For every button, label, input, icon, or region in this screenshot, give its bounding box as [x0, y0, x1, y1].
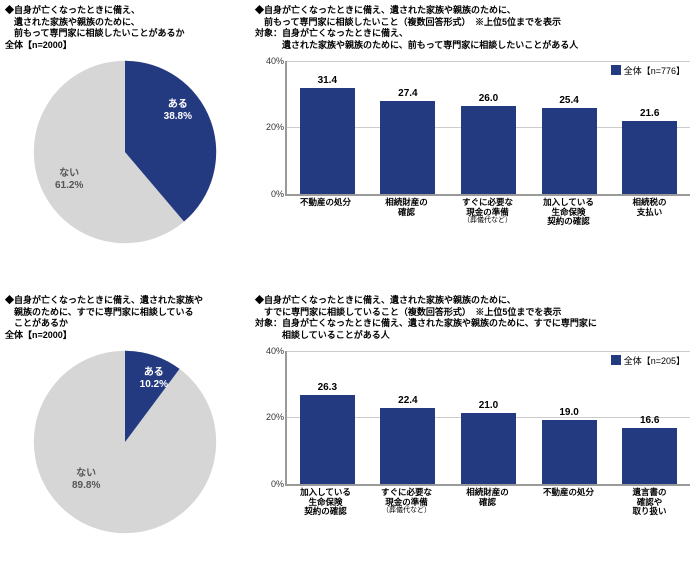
pie2-no-label: ない [76, 468, 96, 479]
bar-rect [461, 413, 516, 484]
bar-value: 25.4 [559, 95, 578, 106]
bar-category: 相続財産の 確認 [451, 488, 524, 526]
bar-category: 加入している 生命保険 契約の確認 [532, 198, 605, 236]
bar-category: すぐに必要な 現金の準備（葬儀代など） [370, 488, 443, 526]
bar1-legend: 全体【n=776】 [611, 64, 685, 77]
bar2-title: ◆自身が亡くなったときに備え、遺された家族や親族のために、 すでに専門家に相談し… [255, 295, 700, 342]
dashboard: ◆自身が亡くなったときに備え、 遺された家族や親族のために、 前もって専門家に相… [0, 0, 700, 580]
pie2-panel: ◆自身が亡くなったときに備え、遺された家族や 親族のために、すでに専門家に相談し… [5, 295, 245, 575]
bar-item: 21.6 [613, 108, 686, 194]
bar-item: 21.0 [452, 400, 525, 484]
bar-rect [380, 408, 435, 484]
bar-category: 不動産の処分 [289, 198, 362, 236]
pie2-yes-value: 10.2% [140, 379, 168, 390]
bar1-legend-text: 全体【n=776】 [624, 64, 685, 77]
bar2-legend-text: 全体【n=205】 [624, 354, 685, 367]
bar-value: 27.4 [398, 88, 417, 99]
bar-rect [622, 428, 677, 484]
bar-category: 加入している 生命保険 契約の確認 [289, 488, 362, 526]
pie2-chart: ある 10.2% ない 89.8% [30, 347, 220, 537]
bar-value: 26.3 [318, 382, 337, 393]
bar2-chart: 全体【n=205】 0%20%40%26.322.421.019.016.6 加… [255, 346, 695, 526]
bar-rect [542, 108, 597, 194]
bar-item: 26.0 [452, 93, 525, 194]
bar-category: 遺言書の 確認や 取り扱い [613, 488, 686, 526]
bar-item: 19.0 [533, 407, 606, 484]
bar-rect [300, 88, 355, 194]
pie2-title: ◆自身が亡くなったときに備え、遺された家族や 親族のために、すでに専門家に相談し… [5, 295, 245, 342]
bar-item: 25.4 [533, 95, 606, 194]
bar-category: 相続財産の 確認 [370, 198, 443, 236]
bar-rect [380, 101, 435, 193]
bar-rect [461, 106, 516, 194]
pie1-yes-value: 38.8% [164, 111, 192, 122]
bar1-chart: 全体【n=776】 0%20%40%31.427.426.025.421.6 不… [255, 56, 695, 236]
bar-item: 26.3 [291, 382, 364, 484]
bar1-panel: ◆自身が亡くなったときに備え、遺された家族や親族のために、 前もって専門家に相談… [255, 5, 700, 285]
bar-value: 21.0 [479, 400, 498, 411]
pie1-no-value: 61.2% [55, 180, 83, 191]
pie1-no-label: ない [59, 168, 79, 179]
bar-item: 22.4 [372, 395, 445, 484]
pie2-no-value: 89.8% [72, 480, 100, 491]
pie1-yes-label: ある [168, 99, 188, 110]
bar-value: 21.6 [640, 108, 659, 119]
bar-rect [542, 420, 597, 484]
bar-category: 不動産の処分 [532, 488, 605, 526]
bar1-title: ◆自身が亡くなったときに備え、遺された家族や親族のために、 前もって専門家に相談… [255, 5, 700, 52]
pie1-title: ◆自身が亡くなったときに備え、 遺された家族や親族のために、 前もって専門家に相… [5, 5, 245, 52]
bar-value: 22.4 [398, 395, 417, 406]
pie2-yes-label: ある [144, 367, 164, 378]
bar-category: 相続税の 支払い [613, 198, 686, 236]
bar-category: すぐに必要な 現金の準備（葬儀代など） [451, 198, 524, 236]
pie1-panel: ◆自身が亡くなったときに備え、 遺された家族や親族のために、 前もって専門家に相… [5, 5, 245, 285]
bar2-legend: 全体【n=205】 [611, 354, 685, 367]
bar-item: 31.4 [291, 75, 364, 194]
bar-rect [300, 395, 355, 484]
pie1-chart: ある 38.8% ない 61.2% [30, 57, 220, 247]
bar-rect [622, 121, 677, 194]
bar-value: 26.0 [479, 93, 498, 104]
bar-value: 31.4 [318, 75, 337, 86]
bar-item: 16.6 [613, 415, 686, 484]
bar-item: 27.4 [372, 88, 445, 193]
bar-value: 16.6 [640, 415, 659, 426]
bar2-panel: ◆自身が亡くなったときに備え、遺された家族や親族のために、 すでに専門家に相談し… [255, 295, 700, 575]
bar-value: 19.0 [559, 407, 578, 418]
